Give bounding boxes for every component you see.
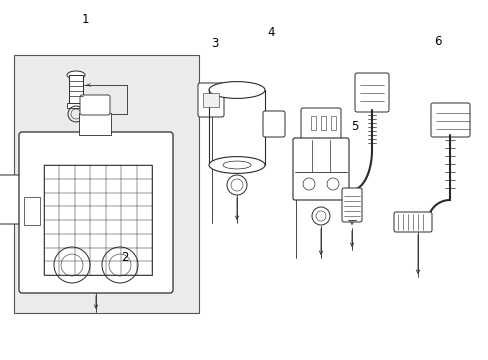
Ellipse shape <box>208 157 264 174</box>
FancyBboxPatch shape <box>301 108 340 140</box>
FancyBboxPatch shape <box>341 188 361 222</box>
Ellipse shape <box>208 82 264 98</box>
Text: 2: 2 <box>121 251 128 264</box>
Ellipse shape <box>223 161 250 169</box>
FancyBboxPatch shape <box>80 95 110 115</box>
Bar <box>69 75 83 103</box>
FancyBboxPatch shape <box>198 83 224 117</box>
Bar <box>14 55 199 313</box>
Bar <box>330 116 335 130</box>
FancyBboxPatch shape <box>0 175 26 224</box>
FancyBboxPatch shape <box>19 132 173 293</box>
Text: 4: 4 <box>267 26 275 39</box>
FancyBboxPatch shape <box>430 103 469 137</box>
Ellipse shape <box>67 71 85 79</box>
Text: 5: 5 <box>350 120 358 132</box>
Text: 3: 3 <box>211 37 219 50</box>
Text: 6: 6 <box>433 35 441 48</box>
Bar <box>320 116 325 130</box>
Bar <box>203 93 219 107</box>
FancyBboxPatch shape <box>393 212 431 232</box>
FancyBboxPatch shape <box>354 73 388 112</box>
Bar <box>79 113 111 135</box>
Bar <box>310 116 315 130</box>
Bar <box>44 165 152 275</box>
Bar <box>24 197 40 225</box>
Text: 1: 1 <box>81 13 89 26</box>
FancyBboxPatch shape <box>292 138 348 200</box>
FancyBboxPatch shape <box>263 111 285 137</box>
Bar <box>67 103 85 108</box>
